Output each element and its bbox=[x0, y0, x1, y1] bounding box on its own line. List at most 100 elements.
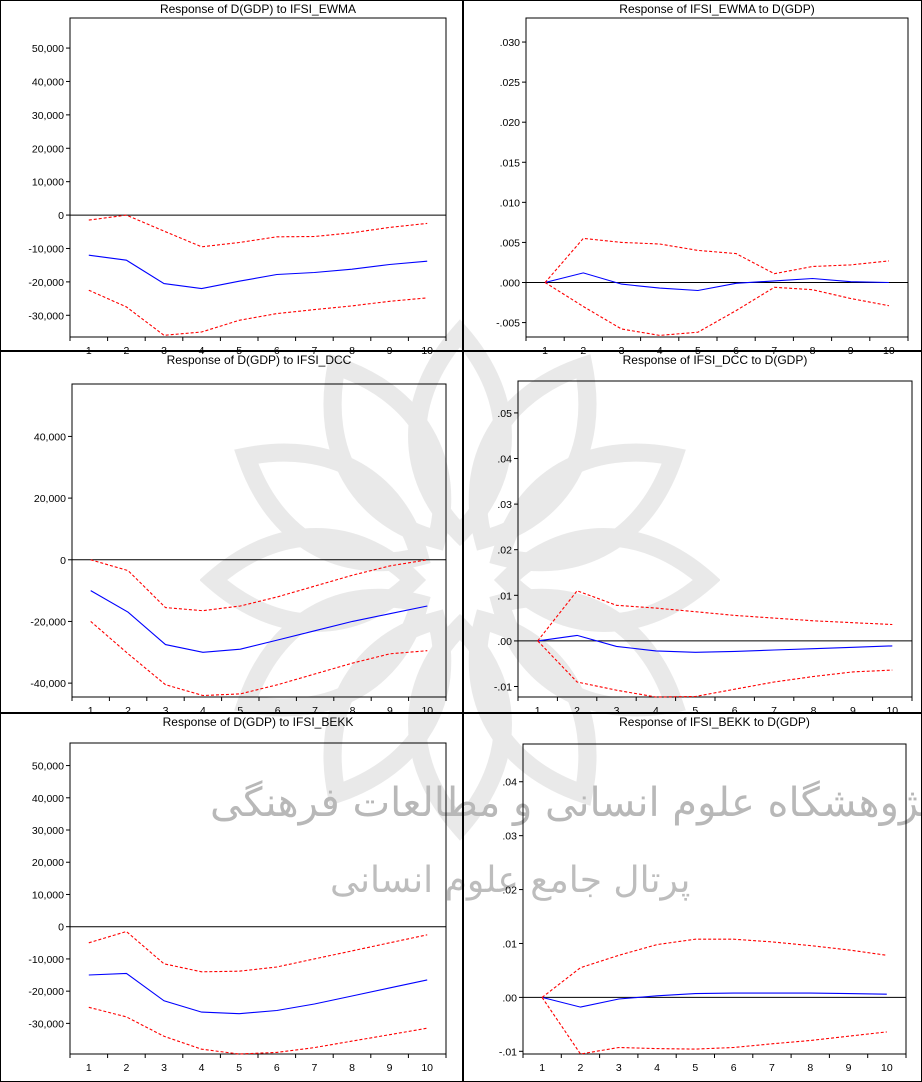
y-tick-label: -.01 bbox=[499, 1046, 517, 1058]
y-tick-label: .010 bbox=[500, 197, 521, 209]
chart-title: Response of D(GDP) to IFSI_BEKK bbox=[163, 715, 354, 729]
x-tick-label: 8 bbox=[807, 1062, 813, 1074]
y-tick-label: -.01 bbox=[494, 682, 512, 694]
y-tick-label: -20,000 bbox=[28, 986, 64, 998]
x-tick-label: 10 bbox=[421, 1062, 433, 1074]
series-line-response bbox=[544, 272, 889, 292]
x-tick-label: 1 bbox=[539, 1062, 545, 1074]
x-tick-label: 8 bbox=[350, 705, 356, 717]
y-tick-label: .01 bbox=[497, 590, 512, 602]
chart-title: Response of IFSI_EWMA to D(GDP) bbox=[619, 2, 814, 16]
x-tick-label: 3 bbox=[616, 1062, 622, 1074]
y-tick-label: 30,000 bbox=[32, 110, 64, 122]
x-tick-label: 10 bbox=[421, 705, 433, 717]
y-tick-label: -30,000 bbox=[28, 1018, 64, 1030]
y-tick-label: 50,000 bbox=[32, 761, 64, 773]
y-tick-label: .02 bbox=[497, 545, 512, 557]
series-line-upper bbox=[544, 237, 889, 283]
x-tick-label: 7 bbox=[769, 1062, 775, 1074]
x-tick-label: 2 bbox=[123, 1062, 129, 1074]
x-tick-label: 8 bbox=[811, 705, 817, 717]
series-line-response bbox=[537, 634, 893, 653]
y-tick-label: .03 bbox=[502, 831, 517, 843]
y-tick-label: 40,000 bbox=[32, 76, 64, 88]
x-tick-label: 7 bbox=[771, 705, 777, 717]
x-tick-label: 6 bbox=[732, 705, 738, 717]
x-tick-label: 7 bbox=[311, 1062, 317, 1074]
x-tick-label: 3 bbox=[614, 705, 620, 717]
x-tick-label: 7 bbox=[312, 705, 318, 717]
series-line-response bbox=[541, 992, 887, 1008]
y-tick-label: -20,000 bbox=[28, 277, 64, 289]
y-tick-label: .030 bbox=[500, 37, 521, 49]
y-tick-label: 20,000 bbox=[32, 857, 64, 869]
y-tick-label: -10,000 bbox=[28, 954, 64, 966]
series-line-response bbox=[88, 972, 428, 1015]
x-tick-label: 1 bbox=[88, 705, 94, 717]
y-tick-label: 0 bbox=[60, 555, 66, 567]
x-tick-label: 4 bbox=[199, 1062, 205, 1074]
y-tick-label: -30,000 bbox=[28, 310, 64, 322]
series-line-response bbox=[88, 254, 428, 290]
series-line-lower bbox=[537, 640, 893, 698]
x-tick-label: 1 bbox=[86, 1062, 92, 1074]
x-tick-label: 9 bbox=[387, 705, 393, 717]
series-line-upper bbox=[90, 559, 428, 612]
x-tick-label: 2 bbox=[574, 705, 580, 717]
y-tick-label: .015 bbox=[500, 157, 521, 169]
chart-title: Response of IFSI_BEKK to D(GDP) bbox=[619, 715, 810, 729]
x-tick-label: 8 bbox=[349, 1062, 355, 1074]
y-tick-label: .04 bbox=[502, 777, 517, 789]
x-tick-label: 4 bbox=[654, 1062, 660, 1074]
y-tick-label: .005 bbox=[500, 237, 521, 249]
x-tick-label: 5 bbox=[692, 1062, 698, 1074]
y-tick-label: .04 bbox=[497, 454, 512, 466]
x-tick-label: 9 bbox=[846, 1062, 852, 1074]
y-tick-label: 40,000 bbox=[34, 431, 66, 443]
y-tick-label: .025 bbox=[500, 77, 521, 89]
y-tick-label: -40,000 bbox=[30, 678, 66, 690]
x-tick-label: 5 bbox=[237, 705, 243, 717]
x-tick-label: 9 bbox=[850, 705, 856, 717]
x-tick-label: 4 bbox=[200, 705, 206, 717]
y-tick-label: .02 bbox=[502, 885, 517, 897]
series-line-lower bbox=[544, 282, 890, 336]
series-line-upper bbox=[541, 938, 887, 998]
x-tick-label: 3 bbox=[163, 705, 169, 717]
series-line-lower bbox=[541, 997, 887, 1055]
x-tick-label: 4 bbox=[653, 705, 659, 717]
y-tick-label: .000 bbox=[500, 277, 521, 289]
y-tick-label: -20,000 bbox=[30, 616, 66, 628]
y-tick-label: 0 bbox=[58, 210, 64, 222]
x-tick-label: 5 bbox=[236, 1062, 242, 1074]
x-tick-label: 10 bbox=[886, 705, 898, 717]
x-tick-label: 10 bbox=[881, 1062, 893, 1074]
x-tick-label: 6 bbox=[731, 1062, 737, 1074]
series-line-upper bbox=[88, 214, 428, 248]
y-tick-label: 20,000 bbox=[34, 493, 66, 505]
x-tick-label: 6 bbox=[275, 705, 281, 717]
x-tick-label: 6 bbox=[274, 1062, 280, 1074]
y-tick-label: .00 bbox=[502, 992, 517, 1004]
series-line-response bbox=[90, 590, 428, 653]
x-tick-label: 2 bbox=[125, 705, 131, 717]
y-tick-label: 40,000 bbox=[32, 793, 64, 805]
x-tick-label: 1 bbox=[535, 705, 541, 717]
x-tick-label: 2 bbox=[578, 1062, 584, 1074]
x-tick-label: 3 bbox=[161, 1062, 167, 1074]
y-tick-label: .01 bbox=[502, 938, 517, 950]
y-tick-label: 10,000 bbox=[32, 889, 64, 901]
y-tick-label: .020 bbox=[500, 117, 521, 129]
y-tick-label: 10,000 bbox=[32, 177, 64, 189]
y-tick-label: .03 bbox=[497, 499, 512, 511]
y-tick-label: 20,000 bbox=[32, 143, 64, 155]
x-tick-label: 5 bbox=[692, 705, 698, 717]
y-tick-label: -.005 bbox=[496, 318, 520, 330]
y-tick-label: 50,000 bbox=[32, 43, 64, 55]
